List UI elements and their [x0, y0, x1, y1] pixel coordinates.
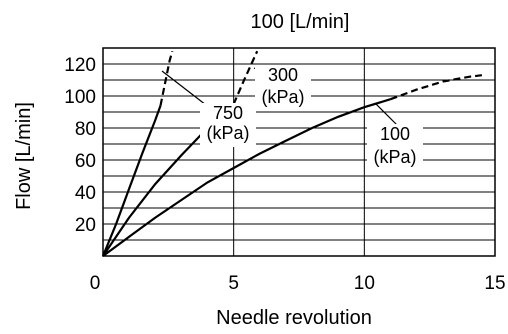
- annotation-value: 750: [213, 103, 243, 123]
- series-line-solid: [102, 98, 391, 257]
- annotation-bg: [200, 103, 256, 147]
- annotation-bg: [255, 65, 311, 109]
- annotation-group: 750(kPa)300(kPa)100(kPa): [200, 65, 423, 168]
- y-tick-label: 120: [64, 55, 96, 76]
- x-axis-label: Needle revolution: [216, 307, 372, 329]
- series-line-dashed: [390, 74, 483, 101]
- x-tick-label: 10: [354, 273, 375, 294]
- x-tick-label: 5: [228, 273, 239, 294]
- annotation-unit: (kPa): [206, 123, 249, 143]
- series-line-dashed: [232, 50, 259, 105]
- x-tick-label: 15: [484, 273, 505, 294]
- y-tick-label: 20: [75, 215, 96, 236]
- y-axis-label: Flow [L/min]: [13, 102, 35, 210]
- annotation-bg: [367, 124, 423, 168]
- y-tick-label: 80: [75, 119, 96, 140]
- y-tick-label: 100: [64, 87, 96, 108]
- annotation-value: 300: [268, 65, 298, 85]
- annotation-unit: (kPa): [261, 87, 304, 107]
- annotation-leader: [375, 103, 399, 127]
- x-tick-label: 0: [90, 273, 101, 294]
- series-line-solid: [101, 105, 162, 257]
- y-tick-labels: 20 40 60 80 100 120: [64, 55, 96, 236]
- annotation-unit: (kPa): [373, 147, 416, 167]
- x-tick-labels: 0 5 10 15: [90, 273, 506, 294]
- y-tick-label: 40: [75, 183, 96, 204]
- y-tick-label: 60: [75, 151, 96, 172]
- grid: [102, 47, 496, 257]
- series-line-dashed: [159, 50, 174, 106]
- plot-frame: [102, 47, 496, 257]
- chart-title: 100 [L/min]: [251, 11, 350, 33]
- annotation-value: 100: [380, 124, 410, 144]
